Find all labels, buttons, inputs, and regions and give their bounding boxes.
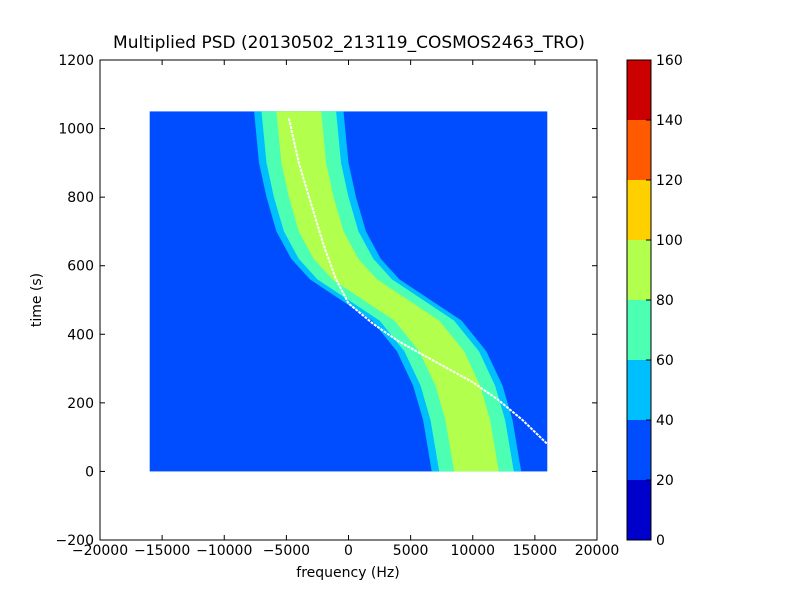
colorbar-cell <box>627 360 651 420</box>
colorbar-tick-label: 0 <box>656 533 665 549</box>
colorbar-cell <box>627 240 651 300</box>
x-tick-label: −5000 <box>263 543 310 559</box>
colorbar-cell <box>627 300 651 360</box>
colorbar-cell <box>627 120 651 180</box>
colorbar-cell <box>627 480 651 540</box>
x-axis-label: frequency (Hz) <box>296 565 399 581</box>
x-tick-label: 5000 <box>393 543 429 559</box>
y-axis-ticks: −200 0 200 400 600 800 1000 1200 <box>56 53 597 549</box>
y-tick-label: 1000 <box>58 122 94 138</box>
colorbar-tick-label: 160 <box>656 53 683 69</box>
x-axis-ticks: −20000 −15000 −10000 −5000 0 5000 10000 15000 20… <box>72 60 619 559</box>
y-tick-label: 400 <box>67 327 94 343</box>
colorbar-tick-label: 60 <box>656 353 674 369</box>
colorbar-cell <box>627 180 651 240</box>
x-tick-label: −20000 <box>72 543 128 559</box>
x-tick-label: 10000 <box>450 543 495 559</box>
y-tick-label: 600 <box>67 259 94 275</box>
signal-band-2 <box>276 111 499 472</box>
y-tick-label: 200 <box>67 396 94 412</box>
y-tick-label: −200 <box>56 533 94 549</box>
colorbar-cell <box>627 60 651 120</box>
x-tick-label: −15000 <box>134 543 190 559</box>
chart-title: Multiplied PSD (20130502_213119_COSMOS24… <box>113 33 585 53</box>
colorbar-ticks: 0 20 40 60 80 100 120 140 160 <box>646 53 683 549</box>
y-tick-label: 800 <box>67 190 94 206</box>
x-tick-label: −10000 <box>196 543 252 559</box>
colorbar-cells <box>627 60 651 540</box>
colorbar-tick-label: 20 <box>656 473 674 489</box>
plot-area: −20000 −15000 −10000 −5000 0 5000 10000 15000 20… <box>56 53 620 559</box>
colorbar-cell <box>627 420 651 480</box>
y-tick-label: 1200 <box>58 53 94 69</box>
x-tick-label: 20000 <box>575 543 620 559</box>
spectrogram-data <box>149 111 548 472</box>
colorbar: 0 20 40 60 80 100 120 140 160 <box>626 53 683 549</box>
x-tick-label: 15000 <box>513 543 558 559</box>
white-trace <box>287 118 548 445</box>
y-tick-label: 0 <box>85 464 94 480</box>
colorbar-tick-label: 40 <box>656 413 674 429</box>
colorbar-tick-label: 120 <box>656 173 683 189</box>
x-tick-label: 0 <box>344 543 353 559</box>
colorbar-tick-label: 140 <box>656 113 683 129</box>
colorbar-tick-label: 80 <box>656 293 674 309</box>
y-axis-label: time (s) <box>29 273 45 327</box>
colorbar-tick-label: 100 <box>656 233 683 249</box>
